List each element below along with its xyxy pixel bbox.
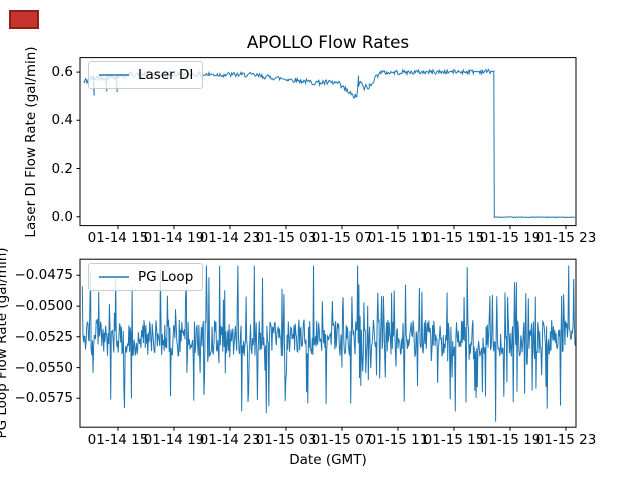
legend-label: PG Loop xyxy=(138,269,194,285)
series-laser-di xyxy=(83,68,576,219)
y-tick-label-laser-di: 0.0 xyxy=(51,209,73,225)
x-tick-label-top: 01-14 19 xyxy=(143,230,205,246)
x-axis-label: Date (GMT) xyxy=(289,452,367,468)
x-tick-label-top: 01-15 23 xyxy=(535,230,597,246)
y-axis-label-pg-loop: PG Loop Flow Rate (gal/min) xyxy=(0,247,10,439)
legend-line-sample-icon xyxy=(99,276,129,278)
y-tick-label-laser-di: 0.2 xyxy=(51,161,73,177)
x-tick-label-bottom: 01-14 15 xyxy=(87,432,149,448)
x-tick-label-top: 01-15 07 xyxy=(311,230,373,246)
y-tick-label-pg-loop: −0.0550 xyxy=(14,360,73,376)
x-tick-label-bottom: 01-15 15 xyxy=(423,432,485,448)
x-tick-label-top: 01-15 11 xyxy=(367,230,429,246)
y-tick-label-laser-di: 0.4 xyxy=(51,112,73,128)
red-marker-box xyxy=(9,10,39,29)
y-tick-label-pg-loop: −0.0500 xyxy=(14,298,73,314)
legend-laser-di: Laser DI xyxy=(88,61,204,89)
x-tick-label-top: 01-15 15 xyxy=(423,230,485,246)
axes-box-top xyxy=(79,57,577,227)
x-tick-label-bottom: 01-15 19 xyxy=(479,432,541,448)
tick-marks xyxy=(76,71,567,431)
x-tick-label-top: 01-14 15 xyxy=(87,230,149,246)
x-tick-label-bottom: 01-15 23 xyxy=(535,432,597,448)
x-tick-label-bottom: 01-15 03 xyxy=(255,432,317,448)
x-tick-label-bottom: 01-14 23 xyxy=(199,432,261,448)
y-tick-label-pg-loop: −0.0475 xyxy=(14,267,73,283)
x-tick-label-bottom: 01-15 11 xyxy=(367,432,429,448)
x-tick-label-top: 01-15 19 xyxy=(479,230,541,246)
y-tick-label-laser-di: 0.6 xyxy=(51,64,73,80)
x-tick-label-bottom: 01-15 07 xyxy=(311,432,373,448)
legend-line-sample-icon xyxy=(99,74,129,76)
x-tick-label-top: 01-14 23 xyxy=(199,230,261,246)
legend-pg-loop: PG Loop xyxy=(88,263,204,291)
legend-label: Laser DI xyxy=(138,67,194,83)
chart-title: APOLLO Flow Rates xyxy=(246,32,410,52)
series-pg-loop xyxy=(81,265,576,422)
y-tick-label-pg-loop: −0.0575 xyxy=(14,390,73,406)
y-tick-label-pg-loop: −0.0525 xyxy=(14,329,73,345)
axes-box-bottom xyxy=(79,258,577,428)
x-tick-label-bottom: 01-14 19 xyxy=(143,432,205,448)
x-tick-label-top: 01-15 03 xyxy=(255,230,317,246)
